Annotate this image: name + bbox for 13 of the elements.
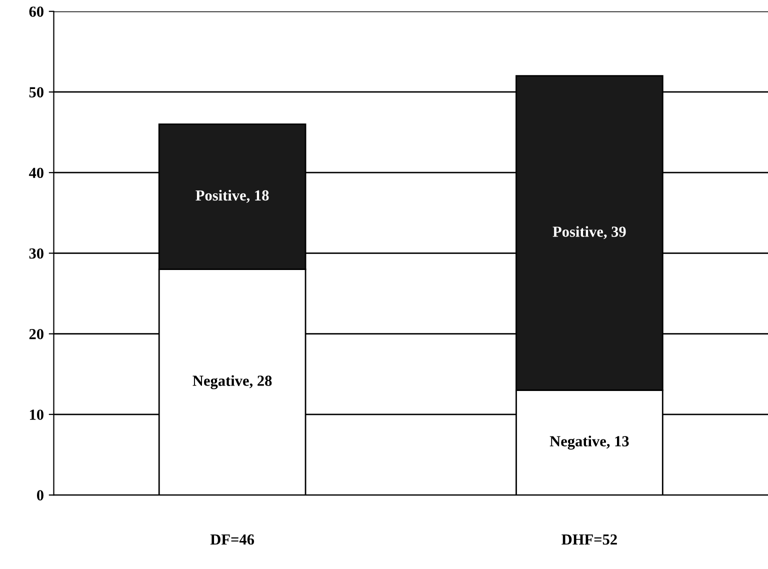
data-label: Positive, 18 — [196, 190, 269, 203]
y-tick-label: 30 — [29, 248, 44, 259]
data-label: Negative, 28 — [192, 375, 272, 390]
y-tick-label: 10 — [30, 410, 44, 420]
data-label: Negative, 13 — [550, 436, 629, 450]
y-tick-label: 50 — [29, 87, 44, 98]
y-tick-label: 20 — [29, 328, 44, 340]
x-tick-label: DF=46 — [210, 534, 254, 545]
y-tick-label: 0 — [36, 490, 44, 500]
data-label: Positive, 39 — [552, 226, 626, 240]
x-tick-label: DHF=52 — [562, 534, 617, 545]
y-tick-label: 40 — [28, 168, 44, 178]
y-tick-label: 60 — [29, 6, 44, 17]
